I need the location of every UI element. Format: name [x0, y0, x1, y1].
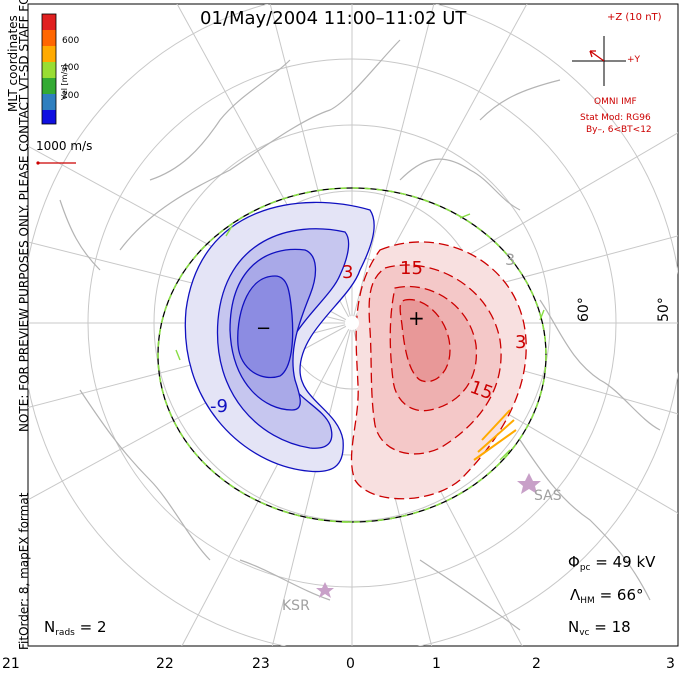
mlt-tick-3: 3 — [666, 656, 675, 672]
lat-label-50: 50° — [656, 297, 672, 322]
lat-label-60: 60° — [576, 297, 592, 322]
positive-potential-cell — [350, 241, 527, 500]
station-ksr-marker — [316, 582, 334, 598]
mlt-tick-0: 0 — [346, 656, 355, 672]
station-sas-label: SAS — [534, 488, 562, 504]
imf-model: Stat Mod: RG96 — [580, 113, 651, 123]
velocity-legend — [41, 13, 57, 125]
hm-boundary-dashed — [157, 187, 547, 523]
imf-y-label: +Y — [627, 55, 641, 65]
mlt-tick-23: 23 — [252, 656, 270, 672]
mlt-tick-21: 21 — [2, 656, 20, 672]
contour-label-neg9: -9 — [210, 396, 228, 417]
fit-order-note: FitOrder: 8, mapEX format — [17, 492, 31, 650]
mlt-tick-1: 1 — [432, 656, 441, 672]
imf-source: OMNI IMF — [594, 97, 637, 107]
station-ksr-label: KSR — [282, 598, 310, 614]
stations — [316, 473, 541, 598]
imf-z-label: +Z (10 nT) — [607, 12, 662, 23]
velocity-vectors — [175, 213, 545, 523]
imf-condition: By–, 6<BT<12 — [586, 125, 652, 135]
legend-tick-400: 400 — [62, 63, 80, 73]
coastlines — [59, 39, 661, 631]
phi-pc-stat: Φpc = 49 kV — [568, 553, 656, 573]
vector-scale-dot — [36, 161, 40, 165]
contour-label-3-left: 3 — [342, 262, 354, 283]
station-sas-marker — [517, 473, 541, 494]
legend-tick-200: 200 — [62, 91, 80, 101]
vector-scale-label: 1000 m/s — [36, 139, 93, 153]
negative-potential-cell — [184, 201, 375, 473]
n-vc-stat: Nvc = 18 — [568, 618, 631, 638]
imf-clock — [572, 36, 626, 86]
mlt-tick-22: 22 — [156, 656, 174, 672]
map-title: 01/May/2004 11:00–11:02 UT — [200, 8, 467, 29]
pole-gap — [345, 316, 359, 330]
contour-label-3-outer: 3 — [505, 250, 516, 269]
mlt-tick-2: 2 — [532, 656, 541, 672]
max-potential-marker: + — [408, 306, 425, 330]
preview-note: NOTE: FOR PREVIEW PURPOSES ONLY. PLEASE … — [17, 0, 31, 432]
contour-label-15-top: 15 — [400, 258, 423, 279]
n-rads-stat: Nrads = 2 — [44, 618, 107, 638]
legend-tick-600: 600 — [62, 36, 80, 46]
contour-label-3-right: 3 — [515, 332, 527, 353]
min-potential-marker: − — [256, 318, 272, 339]
lambda-hm-stat: ΛHM = 66° — [570, 586, 644, 606]
